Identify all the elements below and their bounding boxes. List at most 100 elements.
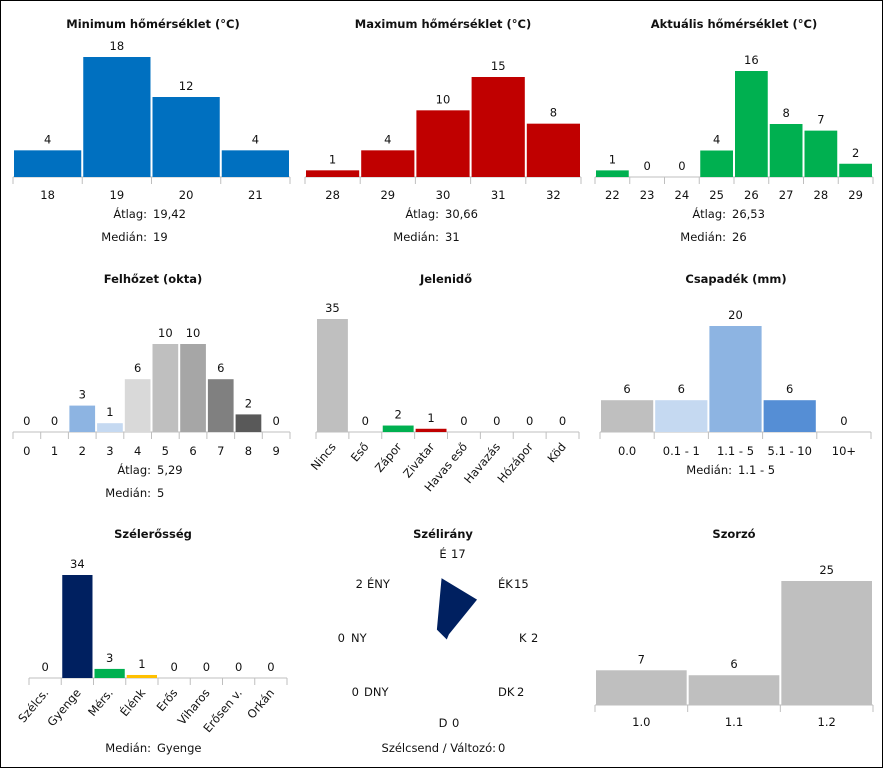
category-label: 10+	[832, 444, 856, 458]
data-label: 6	[217, 361, 224, 375]
category-label: 1	[51, 444, 58, 458]
data-label: 0	[493, 414, 500, 428]
data-label: 10	[436, 92, 451, 106]
stat-value: 31	[445, 230, 460, 244]
data-label: 0	[272, 414, 279, 428]
category-label: Hózápor	[495, 440, 537, 486]
chart-title: Aktuális hőmérséklet (°C)	[651, 17, 818, 31]
stat-label: Medián:	[680, 230, 726, 244]
data-label: 6	[623, 382, 630, 396]
data-label: 18	[110, 39, 125, 53]
chart-title: Maximum hőmérséklet (°C)	[355, 17, 532, 31]
chart-panel-4: Jelenidő35Nincs0Eső2Zápor1Zivatar0Havas …	[308, 272, 580, 494]
wind-direction-value: 17	[451, 547, 466, 561]
category-label: 31	[491, 188, 506, 202]
bar	[804, 130, 838, 177]
stat-value: Gyenge	[157, 741, 201, 755]
data-label: 2	[245, 396, 252, 410]
category-label: 32	[546, 188, 561, 202]
bar	[416, 110, 470, 177]
bar	[306, 170, 360, 177]
bar	[124, 379, 151, 432]
data-label: 6	[678, 382, 685, 396]
stat-label: Átlag:	[117, 462, 151, 477]
bar	[361, 150, 415, 177]
data-label: 0	[643, 159, 650, 173]
bar	[596, 170, 629, 177]
wind-direction-value: 2	[356, 577, 363, 591]
category-label: 22	[605, 188, 620, 202]
data-label: 6	[134, 361, 141, 375]
category-label: Nincs	[308, 440, 339, 473]
category-label: Gyenge	[44, 686, 83, 729]
category-label: 1.1 - 5	[717, 444, 754, 458]
wind-direction-value: 0	[352, 685, 359, 699]
wind-direction-label: É	[439, 546, 446, 561]
bar	[471, 77, 525, 177]
data-label: 0	[203, 660, 210, 674]
bar	[97, 423, 123, 432]
chart-panel-5: Csapadék (mm) 6 0.0 6 0.1 - 1 20 1.1 - 5 6 5.1 -…	[599, 272, 872, 477]
stat-label: Medián:	[101, 230, 147, 244]
data-label: 4	[384, 132, 391, 146]
bar	[601, 400, 654, 432]
bar	[763, 400, 816, 432]
data-label: 6	[786, 382, 793, 396]
category-label: 30	[436, 188, 451, 202]
wind-direction-label: DNY	[364, 685, 389, 699]
stat-label: Medián:	[105, 486, 151, 500]
data-label: 0	[362, 414, 369, 428]
category-label: Eső	[348, 440, 372, 465]
data-label: 0	[51, 414, 58, 428]
bar	[180, 344, 206, 432]
data-label: 34	[70, 557, 85, 571]
data-label: 25	[819, 563, 834, 577]
bar	[769, 124, 803, 177]
wind-direction-value: 15	[514, 577, 529, 591]
data-label: 0	[235, 660, 242, 674]
category-label: 24	[675, 188, 690, 202]
data-label: 0	[460, 414, 467, 428]
bar	[221, 150, 289, 177]
data-label: 0	[840, 414, 847, 428]
bar	[69, 405, 96, 432]
bar	[700, 150, 733, 177]
chart-panel-0: Minimum hőmérséklet (°C) 4 18 18 19 12 20 4 21 Át…	[12, 17, 291, 244]
bar	[382, 425, 414, 432]
category-label: Erős	[154, 686, 181, 714]
wind-direction-value: 2	[517, 685, 524, 699]
wind-direction-label: NY	[351, 631, 368, 645]
calm-value: 0	[498, 741, 505, 755]
chart-title: Jelenidő	[419, 272, 472, 286]
bar	[14, 150, 82, 177]
category-label: 4	[134, 444, 141, 458]
category-label: 28	[325, 188, 340, 202]
category-label: 25	[709, 188, 724, 202]
calm-label: Szélcsend / Változó:	[382, 741, 496, 755]
category-label: Köd	[544, 440, 568, 465]
wind-direction-value: 2	[531, 631, 538, 645]
category-label: 29	[380, 188, 395, 202]
bar	[839, 163, 872, 177]
category-label: 7	[217, 444, 224, 458]
chart-title: Felhőzet (okta)	[104, 272, 203, 286]
data-label: 4	[713, 133, 720, 147]
data-label: 15	[491, 59, 506, 73]
data-label: 0	[526, 414, 533, 428]
data-label: 2	[395, 408, 402, 422]
data-label: 7	[638, 652, 645, 666]
stat-value: 26	[732, 230, 747, 244]
stat-value: 5	[157, 486, 164, 500]
category-label: 0.0	[618, 444, 636, 458]
data-label: 3	[79, 388, 86, 402]
category-label: 1.1	[725, 715, 743, 729]
data-label: 6	[730, 657, 737, 671]
bar	[596, 670, 687, 705]
category-label: 6	[189, 444, 196, 458]
wind-direction-label: D	[439, 716, 448, 730]
category-label: 1.0	[632, 715, 650, 729]
chart-title: Szélirány	[413, 527, 473, 541]
data-label: 4	[44, 132, 51, 146]
